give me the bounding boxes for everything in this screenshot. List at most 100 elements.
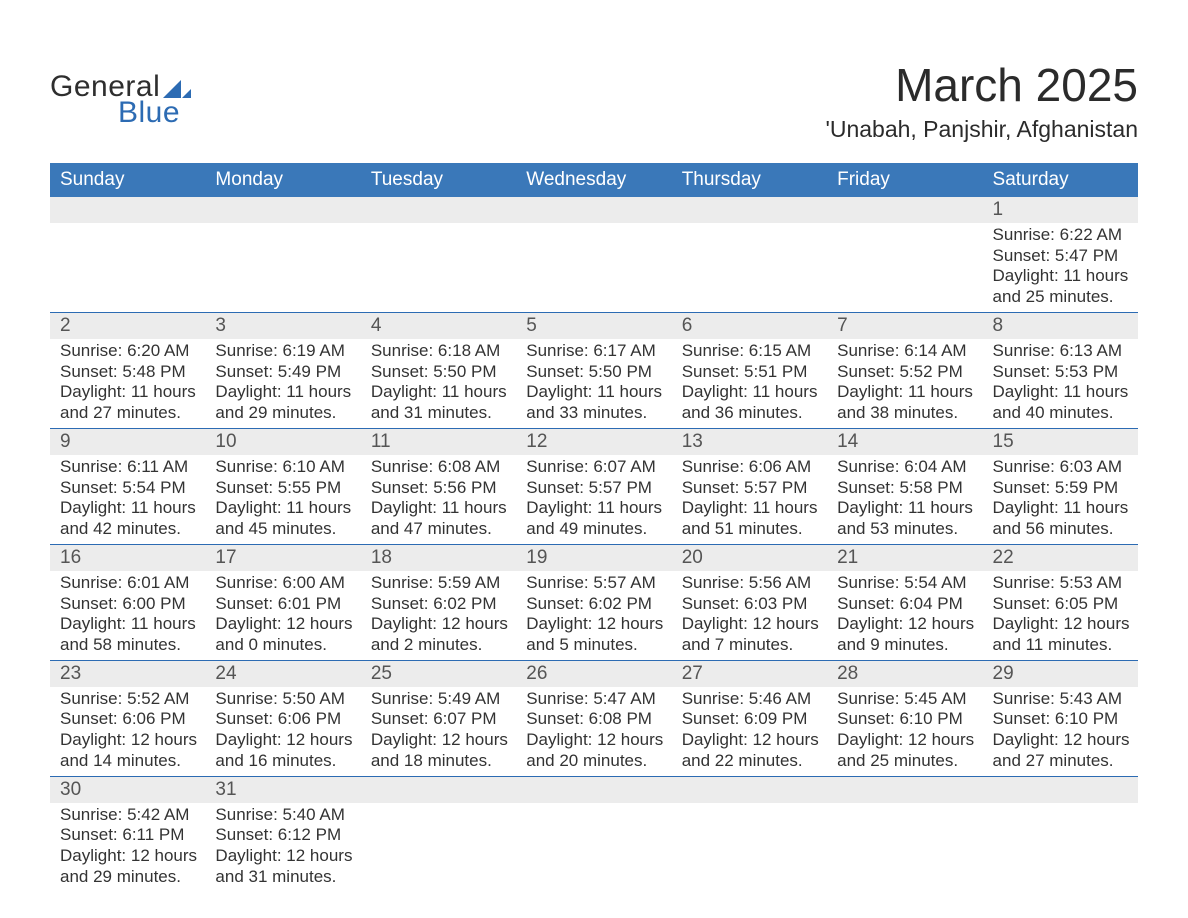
day-number	[50, 197, 205, 223]
sunrise-text: Sunrise: 5:56 AM	[682, 573, 819, 594]
week-daynum-row: 9Sunrise: 6:11 AMSunset: 5:54 PMDaylight…	[50, 428, 1138, 544]
calendar-table: Sunday Monday Tuesday Wednesday Thursday…	[50, 163, 1138, 892]
sunset-text: Sunset: 6:04 PM	[837, 594, 974, 615]
daylight-text: Daylight: 11 hours	[993, 498, 1130, 519]
day-number: 30	[50, 777, 205, 803]
day-cell-number: 31Sunrise: 5:40 AMSunset: 6:12 PMDayligh…	[205, 776, 360, 891]
day-number: 27	[672, 661, 827, 687]
day-data: Sunrise: 6:20 AMSunset: 5:48 PMDaylight:…	[50, 339, 205, 428]
sunset-text: Sunset: 6:03 PM	[682, 594, 819, 615]
sunset-text: Sunset: 5:52 PM	[837, 362, 974, 383]
day-data: Sunrise: 5:57 AMSunset: 6:02 PMDaylight:…	[516, 571, 671, 660]
day-number: 25	[361, 661, 516, 687]
sunset-text: Sunset: 5:48 PM	[60, 362, 197, 383]
day-number: 14	[827, 429, 982, 455]
daylight-text: and 47 minutes.	[371, 519, 508, 540]
sunrise-text: Sunrise: 5:59 AM	[371, 573, 508, 594]
day-data	[983, 803, 1138, 809]
sunset-text: Sunset: 6:06 PM	[60, 709, 197, 730]
day-number: 9	[50, 429, 205, 455]
header: General Blue March 2025 'Unabah, Panjshi…	[50, 40, 1138, 151]
day-data: Sunrise: 6:15 AMSunset: 5:51 PMDaylight:…	[672, 339, 827, 428]
day-cell-number: 4Sunrise: 6:18 AMSunset: 5:50 PMDaylight…	[361, 312, 516, 428]
daylight-text: and 38 minutes.	[837, 403, 974, 424]
daylight-text: Daylight: 12 hours	[60, 846, 197, 867]
day-data	[361, 223, 516, 229]
daylight-text: and 40 minutes.	[993, 403, 1130, 424]
sunset-text: Sunset: 5:54 PM	[60, 478, 197, 499]
sunrise-text: Sunrise: 6:14 AM	[837, 341, 974, 362]
day-cell-number	[672, 197, 827, 312]
daylight-text: Daylight: 12 hours	[371, 730, 508, 751]
day-data: Sunrise: 5:49 AMSunset: 6:07 PMDaylight:…	[361, 687, 516, 776]
daylight-text: and 5 minutes.	[526, 635, 663, 656]
day-data	[205, 223, 360, 229]
day-data: Sunrise: 5:56 AMSunset: 6:03 PMDaylight:…	[672, 571, 827, 660]
sunrise-text: Sunrise: 6:22 AM	[993, 225, 1130, 246]
sunrise-text: Sunrise: 6:08 AM	[371, 457, 508, 478]
day-data: Sunrise: 6:04 AMSunset: 5:58 PMDaylight:…	[827, 455, 982, 544]
daylight-text: and 56 minutes.	[993, 519, 1130, 540]
daylight-text: Daylight: 12 hours	[371, 614, 508, 635]
daylight-text: and 18 minutes.	[371, 751, 508, 772]
day-data	[827, 223, 982, 229]
daylight-text: Daylight: 12 hours	[682, 614, 819, 635]
daylight-text: Daylight: 11 hours	[60, 614, 197, 635]
weekday-header: Wednesday	[516, 163, 671, 197]
day-cell-number: 29Sunrise: 5:43 AMSunset: 6:10 PMDayligh…	[983, 660, 1138, 776]
day-data	[516, 803, 671, 809]
sunset-text: Sunset: 5:56 PM	[371, 478, 508, 499]
day-data: Sunrise: 6:17 AMSunset: 5:50 PMDaylight:…	[516, 339, 671, 428]
sunrise-text: Sunrise: 6:19 AM	[215, 341, 352, 362]
day-cell-number: 28Sunrise: 5:45 AMSunset: 6:10 PMDayligh…	[827, 660, 982, 776]
day-data: Sunrise: 5:52 AMSunset: 6:06 PMDaylight:…	[50, 687, 205, 776]
daylight-text: Daylight: 11 hours	[837, 498, 974, 519]
day-cell-number	[516, 197, 671, 312]
sunrise-text: Sunrise: 5:46 AM	[682, 689, 819, 710]
sunrise-text: Sunrise: 5:40 AM	[215, 805, 352, 826]
sunset-text: Sunset: 5:55 PM	[215, 478, 352, 499]
day-number: 19	[516, 545, 671, 571]
day-cell-number: 1Sunrise: 6:22 AMSunset: 5:47 PMDaylight…	[983, 197, 1138, 312]
day-cell-number: 23Sunrise: 5:52 AMSunset: 6:06 PMDayligh…	[50, 660, 205, 776]
sunrise-text: Sunrise: 6:10 AM	[215, 457, 352, 478]
day-data	[672, 223, 827, 229]
week-daynum-row: 30Sunrise: 5:42 AMSunset: 6:11 PMDayligh…	[50, 776, 1138, 891]
daylight-text: and 9 minutes.	[837, 635, 974, 656]
day-number	[672, 197, 827, 223]
day-data: Sunrise: 6:10 AMSunset: 5:55 PMDaylight:…	[205, 455, 360, 544]
sunset-text: Sunset: 6:02 PM	[526, 594, 663, 615]
daylight-text: and 49 minutes.	[526, 519, 663, 540]
day-number	[827, 197, 982, 223]
day-cell-number: 11Sunrise: 6:08 AMSunset: 5:56 PMDayligh…	[361, 428, 516, 544]
daylight-text: and 45 minutes.	[215, 519, 352, 540]
daylight-text: Daylight: 11 hours	[215, 498, 352, 519]
daylight-text: and 2 minutes.	[371, 635, 508, 656]
day-data: Sunrise: 6:22 AMSunset: 5:47 PMDaylight:…	[983, 223, 1138, 312]
day-number: 3	[205, 313, 360, 339]
sunrise-text: Sunrise: 6:00 AM	[215, 573, 352, 594]
day-number: 31	[205, 777, 360, 803]
sunrise-text: Sunrise: 5:50 AM	[215, 689, 352, 710]
day-data: Sunrise: 6:08 AMSunset: 5:56 PMDaylight:…	[361, 455, 516, 544]
daylight-text: Daylight: 12 hours	[215, 846, 352, 867]
day-data: Sunrise: 5:59 AMSunset: 6:02 PMDaylight:…	[361, 571, 516, 660]
daylight-text: and 31 minutes.	[215, 867, 352, 888]
daylight-text: Daylight: 11 hours	[371, 498, 508, 519]
sunset-text: Sunset: 6:09 PM	[682, 709, 819, 730]
weekday-header: Tuesday	[361, 163, 516, 197]
day-cell-number: 27Sunrise: 5:46 AMSunset: 6:09 PMDayligh…	[672, 660, 827, 776]
sunrise-text: Sunrise: 6:15 AM	[682, 341, 819, 362]
day-data	[827, 803, 982, 809]
daylight-text: and 27 minutes.	[993, 751, 1130, 772]
day-data: Sunrise: 5:53 AMSunset: 6:05 PMDaylight:…	[983, 571, 1138, 660]
sunset-text: Sunset: 6:05 PM	[993, 594, 1130, 615]
week-daynum-row: 16Sunrise: 6:01 AMSunset: 6:00 PMDayligh…	[50, 544, 1138, 660]
daylight-text: Daylight: 12 hours	[837, 730, 974, 751]
sunrise-text: Sunrise: 6:18 AM	[371, 341, 508, 362]
calendar-body: 1Sunrise: 6:22 AMSunset: 5:47 PMDaylight…	[50, 197, 1138, 892]
sunrise-text: Sunrise: 5:49 AM	[371, 689, 508, 710]
daylight-text: Daylight: 11 hours	[682, 498, 819, 519]
day-number: 2	[50, 313, 205, 339]
day-number	[205, 197, 360, 223]
